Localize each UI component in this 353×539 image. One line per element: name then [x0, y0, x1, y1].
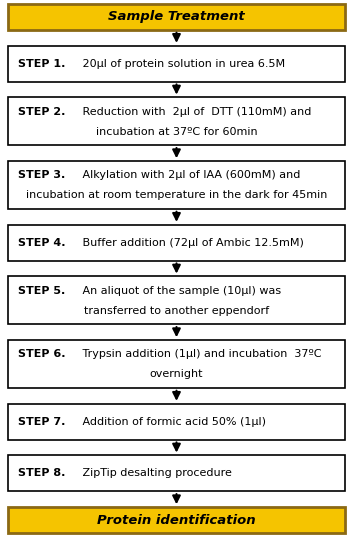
Text: STEP 7.: STEP 7.: [18, 417, 65, 427]
Text: STEP 2.: STEP 2.: [18, 107, 65, 117]
Text: Protein identification: Protein identification: [97, 514, 256, 527]
Bar: [8, 98, 345, 145]
Text: 20μl of protein solution in urea 6.5M: 20μl of protein solution in urea 6.5M: [79, 59, 285, 68]
Bar: [8, 46, 345, 81]
Text: ZipTip desalting procedure: ZipTip desalting procedure: [79, 468, 232, 478]
Text: incubation at 37ºC for 60min: incubation at 37ºC for 60min: [96, 127, 257, 137]
Text: incubation at room temperature in the dark for 45min: incubation at room temperature in the da…: [26, 190, 327, 201]
Text: STEP 5.: STEP 5.: [18, 286, 65, 296]
Bar: [8, 340, 345, 388]
Bar: [8, 4, 345, 30]
Text: Alkylation with 2μl of IAA (600mM) and: Alkylation with 2μl of IAA (600mM) and: [79, 170, 300, 181]
Bar: [8, 225, 345, 260]
Text: STEP 3.: STEP 3.: [18, 170, 65, 181]
Text: Buffer addition (72μl of Ambic 12.5mM): Buffer addition (72μl of Ambic 12.5mM): [79, 238, 304, 247]
Text: overnight: overnight: [150, 369, 203, 379]
Text: STEP 8.: STEP 8.: [18, 468, 65, 478]
Bar: [8, 277, 345, 324]
Bar: [8, 161, 345, 209]
Text: STEP 4.: STEP 4.: [18, 238, 66, 247]
Text: An aliquot of the sample (10μl) was: An aliquot of the sample (10μl) was: [79, 286, 281, 296]
Text: STEP 1.: STEP 1.: [18, 59, 65, 68]
Text: STEP 6.: STEP 6.: [18, 349, 66, 360]
Bar: [8, 455, 345, 491]
Text: Sample Treatment: Sample Treatment: [108, 10, 245, 23]
Text: Reduction with  2μl of  DTT (110mM) and: Reduction with 2μl of DTT (110mM) and: [79, 107, 311, 117]
Text: transferred to another eppendorf: transferred to another eppendorf: [84, 306, 269, 316]
Text: Trypsin addition (1μl) and incubation  37ºC: Trypsin addition (1μl) and incubation 37…: [79, 349, 322, 360]
Bar: [8, 507, 345, 533]
Text: Addition of formic acid 50% (1μl): Addition of formic acid 50% (1μl): [79, 417, 266, 427]
Bar: [8, 404, 345, 439]
